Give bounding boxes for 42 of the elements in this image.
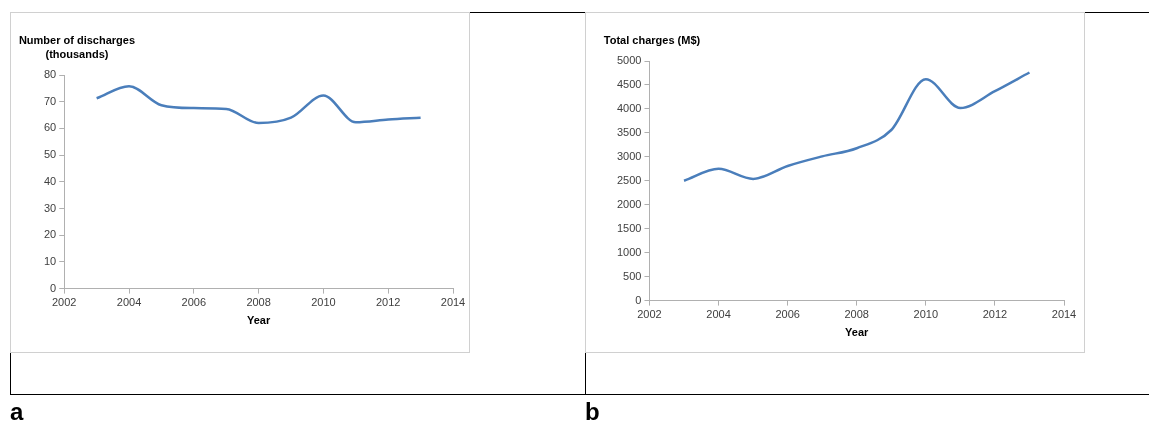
x-tick-label: 2010 bbox=[311, 296, 336, 309]
y-tick-label: 70 bbox=[43, 94, 57, 107]
x-tick-label: 2014 bbox=[440, 296, 466, 309]
y-tick-label: 2000 bbox=[616, 197, 642, 210]
x-tick-label: 2008 bbox=[844, 308, 869, 321]
x-tick-label: 2008 bbox=[246, 296, 271, 309]
text: a bbox=[10, 398, 24, 425]
x-tick-label: 2004 bbox=[706, 308, 731, 321]
y-tick-label: 0 bbox=[635, 293, 642, 306]
y-tick-label: 30 bbox=[43, 201, 57, 214]
text: b bbox=[585, 398, 600, 425]
x-tick-label: 2006 bbox=[181, 296, 207, 309]
x-tick-label: 2012 bbox=[982, 308, 1008, 321]
y-tick-label: 4000 bbox=[616, 101, 642, 114]
x-axis-title: Year bbox=[845, 326, 870, 339]
y-tick-label: 2500 bbox=[616, 173, 642, 186]
x-tick-label: 2004 bbox=[116, 296, 142, 309]
y-axis-title: Total charges (M$) bbox=[602, 33, 702, 47]
x-tick-label: 2002 bbox=[51, 296, 77, 309]
line-series bbox=[95, 84, 422, 125]
y-tick-label: 60 bbox=[43, 121, 57, 134]
y-tick-label: 5000 bbox=[616, 54, 642, 67]
y-tick-label: 3000 bbox=[616, 149, 642, 162]
y-tick-label: 50 bbox=[43, 148, 57, 161]
x-tick-label: 2012 bbox=[375, 296, 401, 309]
y-tick-label: 500 bbox=[623, 269, 642, 282]
y-tick-label: 80 bbox=[43, 68, 57, 81]
line-series bbox=[682, 71, 1031, 183]
y-tick-label: 1500 bbox=[616, 221, 642, 234]
y-tick-label: 40 bbox=[43, 174, 57, 187]
y-tick-label: 10 bbox=[43, 254, 57, 267]
x-tick-label: 2010 bbox=[913, 308, 939, 321]
y-tick-label: 3500 bbox=[616, 125, 642, 138]
y-tick-label: 20 bbox=[43, 228, 57, 241]
x-tick-label: 2006 bbox=[775, 308, 800, 321]
x-axis-title: Year bbox=[246, 314, 271, 327]
y-tick-label: 1000 bbox=[616, 245, 642, 258]
y-axis-title: Number of discharges (thousands) bbox=[17, 33, 137, 61]
x-tick-label: 2002 bbox=[637, 308, 662, 321]
y-tick-label: 0 bbox=[50, 281, 57, 294]
x-tick-label: 2014 bbox=[1051, 308, 1077, 321]
y-tick-label: 4500 bbox=[616, 77, 642, 90]
